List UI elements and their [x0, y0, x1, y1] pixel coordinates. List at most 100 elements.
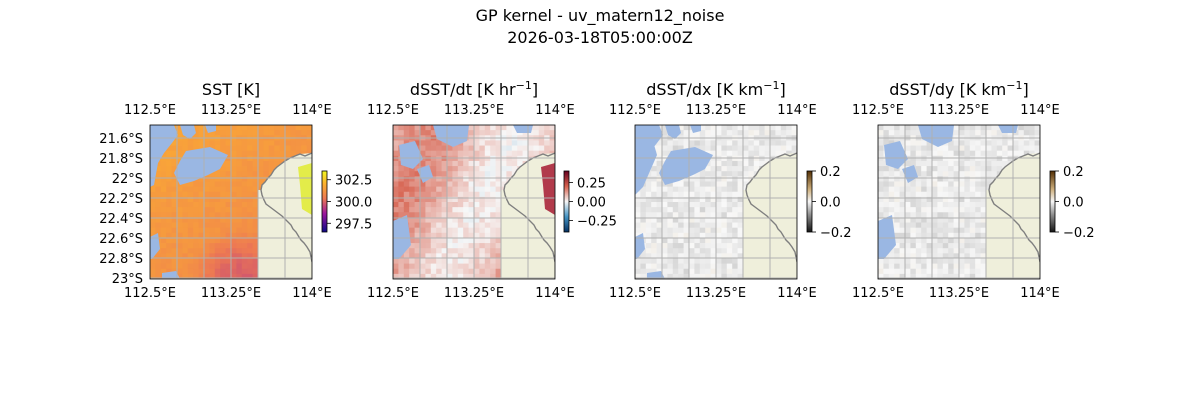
heatmap-cell: [699, 181, 706, 187]
heatmap-cell: [468, 243, 475, 249]
heatmap-cell: [915, 258, 922, 264]
heatmap-cell: [910, 181, 917, 187]
heatmap-cell: [430, 268, 437, 275]
heatmap-cell: [479, 186, 486, 193]
heatmap-cell: [517, 150, 523, 157]
heatmap-cell: [894, 248, 900, 254]
heatmap-cell: [964, 181, 971, 187]
heatmap-cell: [726, 166, 733, 172]
heatmap-cell: [468, 217, 475, 223]
heatmap-cell: [398, 196, 405, 203]
heatmap-cell: [241, 253, 248, 259]
heatmap-cell: [921, 140, 927, 146]
heatmap-cell: [441, 150, 448, 157]
heatmap-cell: [705, 253, 711, 259]
heatmap-cell: [420, 268, 426, 275]
heatmap-cell: [986, 130, 992, 136]
heatmap-cell: [656, 186, 663, 193]
heatmap-cell: [447, 237, 453, 244]
heatmap-cell: [490, 155, 496, 162]
heatmap-cell: [295, 125, 302, 131]
heatmap-cell: [463, 253, 469, 259]
heatmap-cell: [759, 145, 765, 152]
heatmap-cell: [969, 207, 976, 213]
heatmap-cell: [182, 263, 189, 270]
heatmap-cell: [403, 212, 410, 218]
heatmap-cell: [420, 263, 426, 270]
heatmap-cell: [699, 140, 706, 146]
heatmap-cell: [926, 268, 933, 275]
heatmap-cell: [236, 232, 243, 239]
x-tick-label-top: 114°E: [1020, 103, 1060, 118]
heatmap-cell: [737, 150, 744, 157]
heatmap-cell: [959, 217, 965, 223]
mask-patch: [174, 147, 228, 185]
heatmap-cell: [236, 217, 243, 223]
heatmap-cell: [905, 268, 911, 275]
heatmap-cell: [468, 140, 475, 146]
heatmap-cell: [651, 166, 657, 172]
heatmap-cell: [220, 253, 226, 259]
heatmap-cell: [490, 227, 496, 234]
heatmap-cell: [986, 145, 992, 152]
heatmap-cell: [743, 181, 749, 187]
heatmap-cell: [166, 207, 172, 213]
heatmap-cell: [926, 212, 933, 218]
heatmap-cell: [236, 150, 243, 157]
heatmap-cell: [193, 130, 199, 136]
heatmap-cell: [252, 186, 259, 193]
heatmap-cell: [452, 273, 459, 279]
heatmap-cell: [290, 125, 297, 131]
heatmap-cell: [1023, 125, 1030, 131]
x-tick-label-bottom: 114°E: [292, 286, 332, 301]
heatmap-cell: [905, 232, 911, 239]
heatmap-cell: [991, 145, 998, 152]
heatmap-cell: [996, 130, 1003, 136]
heatmap-cell: [393, 160, 399, 167]
heatmap-cell: [285, 140, 291, 146]
heatmap-cell: [166, 160, 172, 167]
heatmap-cell: [522, 145, 529, 152]
heatmap-cell: [506, 155, 513, 162]
heatmap-cell: [656, 155, 663, 162]
heatmap-cell: [672, 217, 679, 223]
heatmap-cell: [710, 232, 717, 239]
heatmap-cell: [667, 207, 674, 213]
heatmap-cell: [274, 150, 280, 157]
heatmap-cell: [231, 130, 237, 136]
heatmap-cell: [942, 268, 949, 275]
heatmap-cell: [640, 253, 647, 259]
heatmap-cell: [737, 237, 744, 244]
heatmap-cell: [969, 166, 976, 172]
heatmap-cell: [241, 273, 248, 279]
heatmap-cell: [193, 222, 199, 229]
heatmap-cell: [436, 253, 442, 259]
heatmap-cell: [425, 125, 432, 131]
heatmap-cell: [436, 217, 442, 223]
heatmap-cell: [425, 253, 432, 259]
heatmap-cell: [468, 186, 475, 193]
heatmap-cell: [441, 202, 448, 208]
heatmap-cell: [393, 150, 399, 157]
heatmap-cell: [743, 140, 749, 146]
heatmap-cell: [770, 130, 776, 136]
heatmap-cell: [905, 227, 911, 234]
heatmap-cell: [937, 268, 944, 275]
heatmap-cell: [764, 145, 771, 152]
x-tick-label-bottom: 114°E: [535, 286, 575, 301]
heatmap-cell: [241, 232, 248, 239]
heatmap-cell: [198, 140, 205, 146]
heatmap-cell: [241, 181, 248, 187]
mask-patch: [635, 125, 663, 187]
heatmap-cell: [969, 181, 976, 187]
heatmap-cell: [463, 196, 469, 203]
heatmap-cell: [463, 268, 469, 275]
heatmap-cell: [926, 150, 933, 157]
heatmap-cell: [699, 273, 706, 279]
heatmap-cell: [975, 176, 981, 182]
heatmap-cell: [710, 130, 717, 136]
heatmap-cell: [479, 181, 486, 187]
heatmap-cell: [225, 217, 232, 223]
heatmap-cell: [726, 125, 733, 131]
heatmap-cell: [463, 186, 469, 193]
